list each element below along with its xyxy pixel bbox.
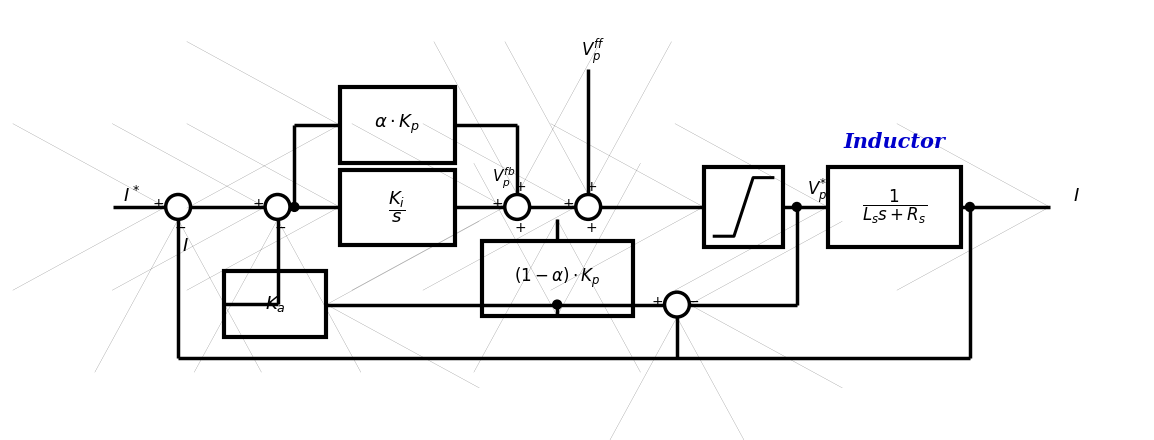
Text: +: + [492,197,503,211]
Text: +: + [652,295,664,309]
Text: +: + [563,197,575,211]
Text: $I^*$: $I^*$ [122,186,140,206]
Text: +: + [514,180,526,194]
Text: $V_p^{ff}$: $V_p^{ff}$ [580,37,605,66]
Text: $K_a$: $K_a$ [265,294,286,314]
Bar [339,87,455,162]
Text: Inductor: Inductor [844,132,945,152]
Text: $\alpha\cdot K_p$: $\alpha\cdot K_p$ [374,113,420,136]
Text: +: + [152,197,164,211]
Text: $V_p^{fb}$: $V_p^{fb}$ [492,166,516,191]
Circle shape [966,202,974,211]
Text: $I$: $I$ [1073,187,1080,205]
Circle shape [553,300,562,309]
Text: −: − [175,221,187,235]
Circle shape [290,202,299,211]
Text: $(1-\alpha)\cdot K_p$: $(1-\alpha)\cdot K_p$ [514,266,600,290]
Text: $V_p^{*}$: $V_p^{*}$ [807,177,827,205]
Bar [339,170,455,245]
Bar [481,241,632,316]
Text: −: − [688,295,699,309]
Text: +: + [585,180,597,194]
Text: $\dfrac{1}{L_s s+R_s}$: $\dfrac{1}{L_s s+R_s}$ [862,188,927,226]
Text: $I$: $I$ [182,237,188,255]
Text: $\dfrac{K_i}{s}$: $\dfrac{K_i}{s}$ [389,190,406,225]
Bar [224,271,327,337]
Bar [827,167,961,247]
Circle shape [793,202,801,211]
Text: −: − [275,221,286,235]
Text: +: + [514,221,526,235]
Bar [704,167,784,247]
Text: +: + [253,197,264,211]
Text: +: + [585,221,597,235]
